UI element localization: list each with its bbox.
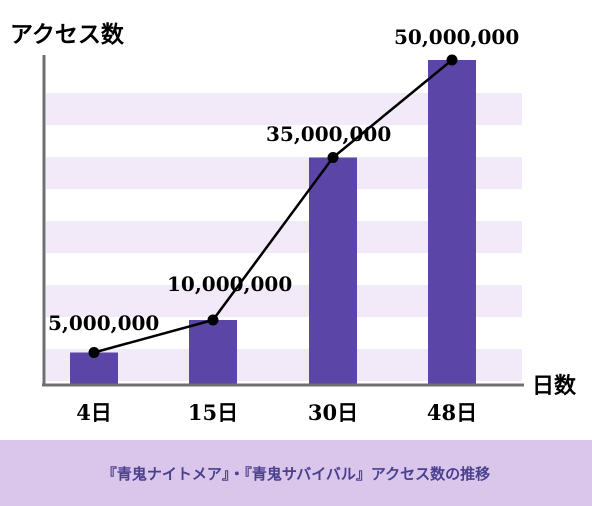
bar-4 [428,60,476,385]
x-tick-labels-group: 4日 15日 30日 48日 [76,400,477,425]
data-label-1: 5,000,000 [48,311,159,335]
access-chart: 5,000,00010,000,00035,000,00050,000,000 … [10,21,577,425]
data-label-2: 10,000,000 [167,272,292,296]
x-tick-label-1: 4日 [76,400,112,425]
data-label-4: 50,000,000 [394,25,519,49]
point-3 [327,152,339,163]
chart-caption: 『青鬼ナイトメア』・『青鬼サバイバル』アクセス数の推移 [0,440,592,506]
point-1 [88,347,100,358]
bars-group [70,60,476,385]
bar-3 [309,157,357,385]
x-tick-label-3: 30日 [308,400,358,425]
x-tick-label-2: 15日 [188,400,238,425]
data-label-3: 35,000,000 [266,122,391,146]
trend-line [93,59,453,354]
point-4 [446,54,458,66]
points-group [88,54,458,358]
x-tick-label-4: 48日 [427,400,477,425]
y-axis-label: アクセス数 [10,21,125,48]
bar-2 [189,320,237,385]
x-axis-label: 日数 [532,373,577,399]
data-labels-group: 5,000,000 10,000,000 35,000,000 50,000,000 [48,25,519,335]
point-2 [207,314,219,326]
